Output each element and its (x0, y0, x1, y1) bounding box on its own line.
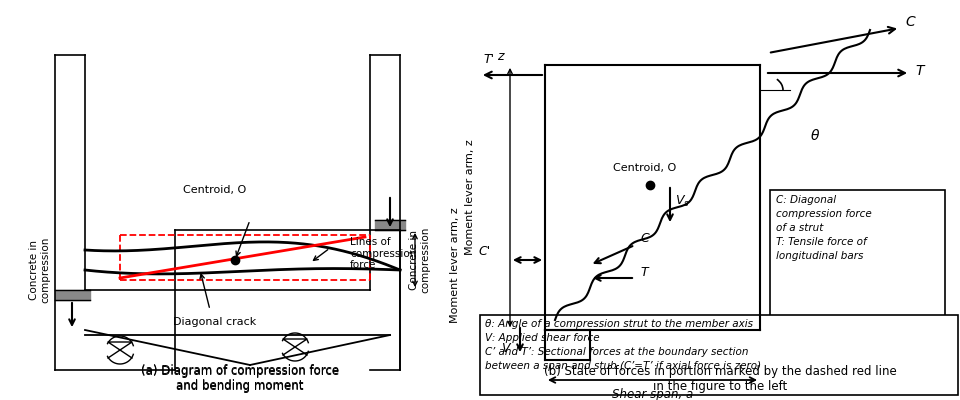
Text: Diagonal crack: Diagonal crack (174, 317, 256, 327)
Text: V: V (501, 342, 510, 355)
Text: θ: Angle of a compression strut to the member axis
V: Applied shear force
C’ and: θ: Angle of a compression strut to the m… (485, 319, 761, 371)
Text: Shear span, a: Shear span, a (612, 388, 693, 400)
Text: Concrete in
compression: Concrete in compression (409, 227, 431, 293)
Text: C': C' (479, 245, 492, 258)
Bar (480, 315, 958, 395)
Text: T: T (640, 266, 648, 279)
Text: C: Diagonal
compression force
of a strut
T: Tensile force of
longitudinal bars: C: Diagonal compression force of a strut… (776, 195, 872, 261)
Bar (770, 190, 945, 330)
Text: T': T' (483, 53, 494, 66)
Text: C: C (905, 15, 915, 29)
Text: (a) Diagram of compression force
and bending moment: (a) Diagram of compression force and ben… (141, 365, 339, 393)
Text: Moment lever arm, z: Moment lever arm, z (450, 207, 460, 323)
Text: z: z (496, 50, 503, 63)
Text: Lines of
compression
force: Lines of compression force (350, 237, 417, 270)
Text: Moment lever arm, z: Moment lever arm, z (465, 140, 475, 255)
Text: (a) Diagram of compression force
and bending moment: (a) Diagram of compression force and ben… (141, 364, 339, 392)
Text: C: C (640, 232, 649, 245)
Text: (b) State of forces in portion marked by the dashed red line
in the figure to th: (b) State of forces in portion marked by… (543, 365, 897, 393)
Text: Concrete in
compression: Concrete in compression (29, 237, 51, 303)
Text: T: T (915, 64, 924, 78)
Text: $\theta$: $\theta$ (810, 128, 820, 143)
Text: Centroid, O: Centroid, O (613, 163, 677, 173)
Text: Centroid, O: Centroid, O (183, 185, 247, 195)
Text: $V_s$: $V_s$ (675, 194, 690, 209)
